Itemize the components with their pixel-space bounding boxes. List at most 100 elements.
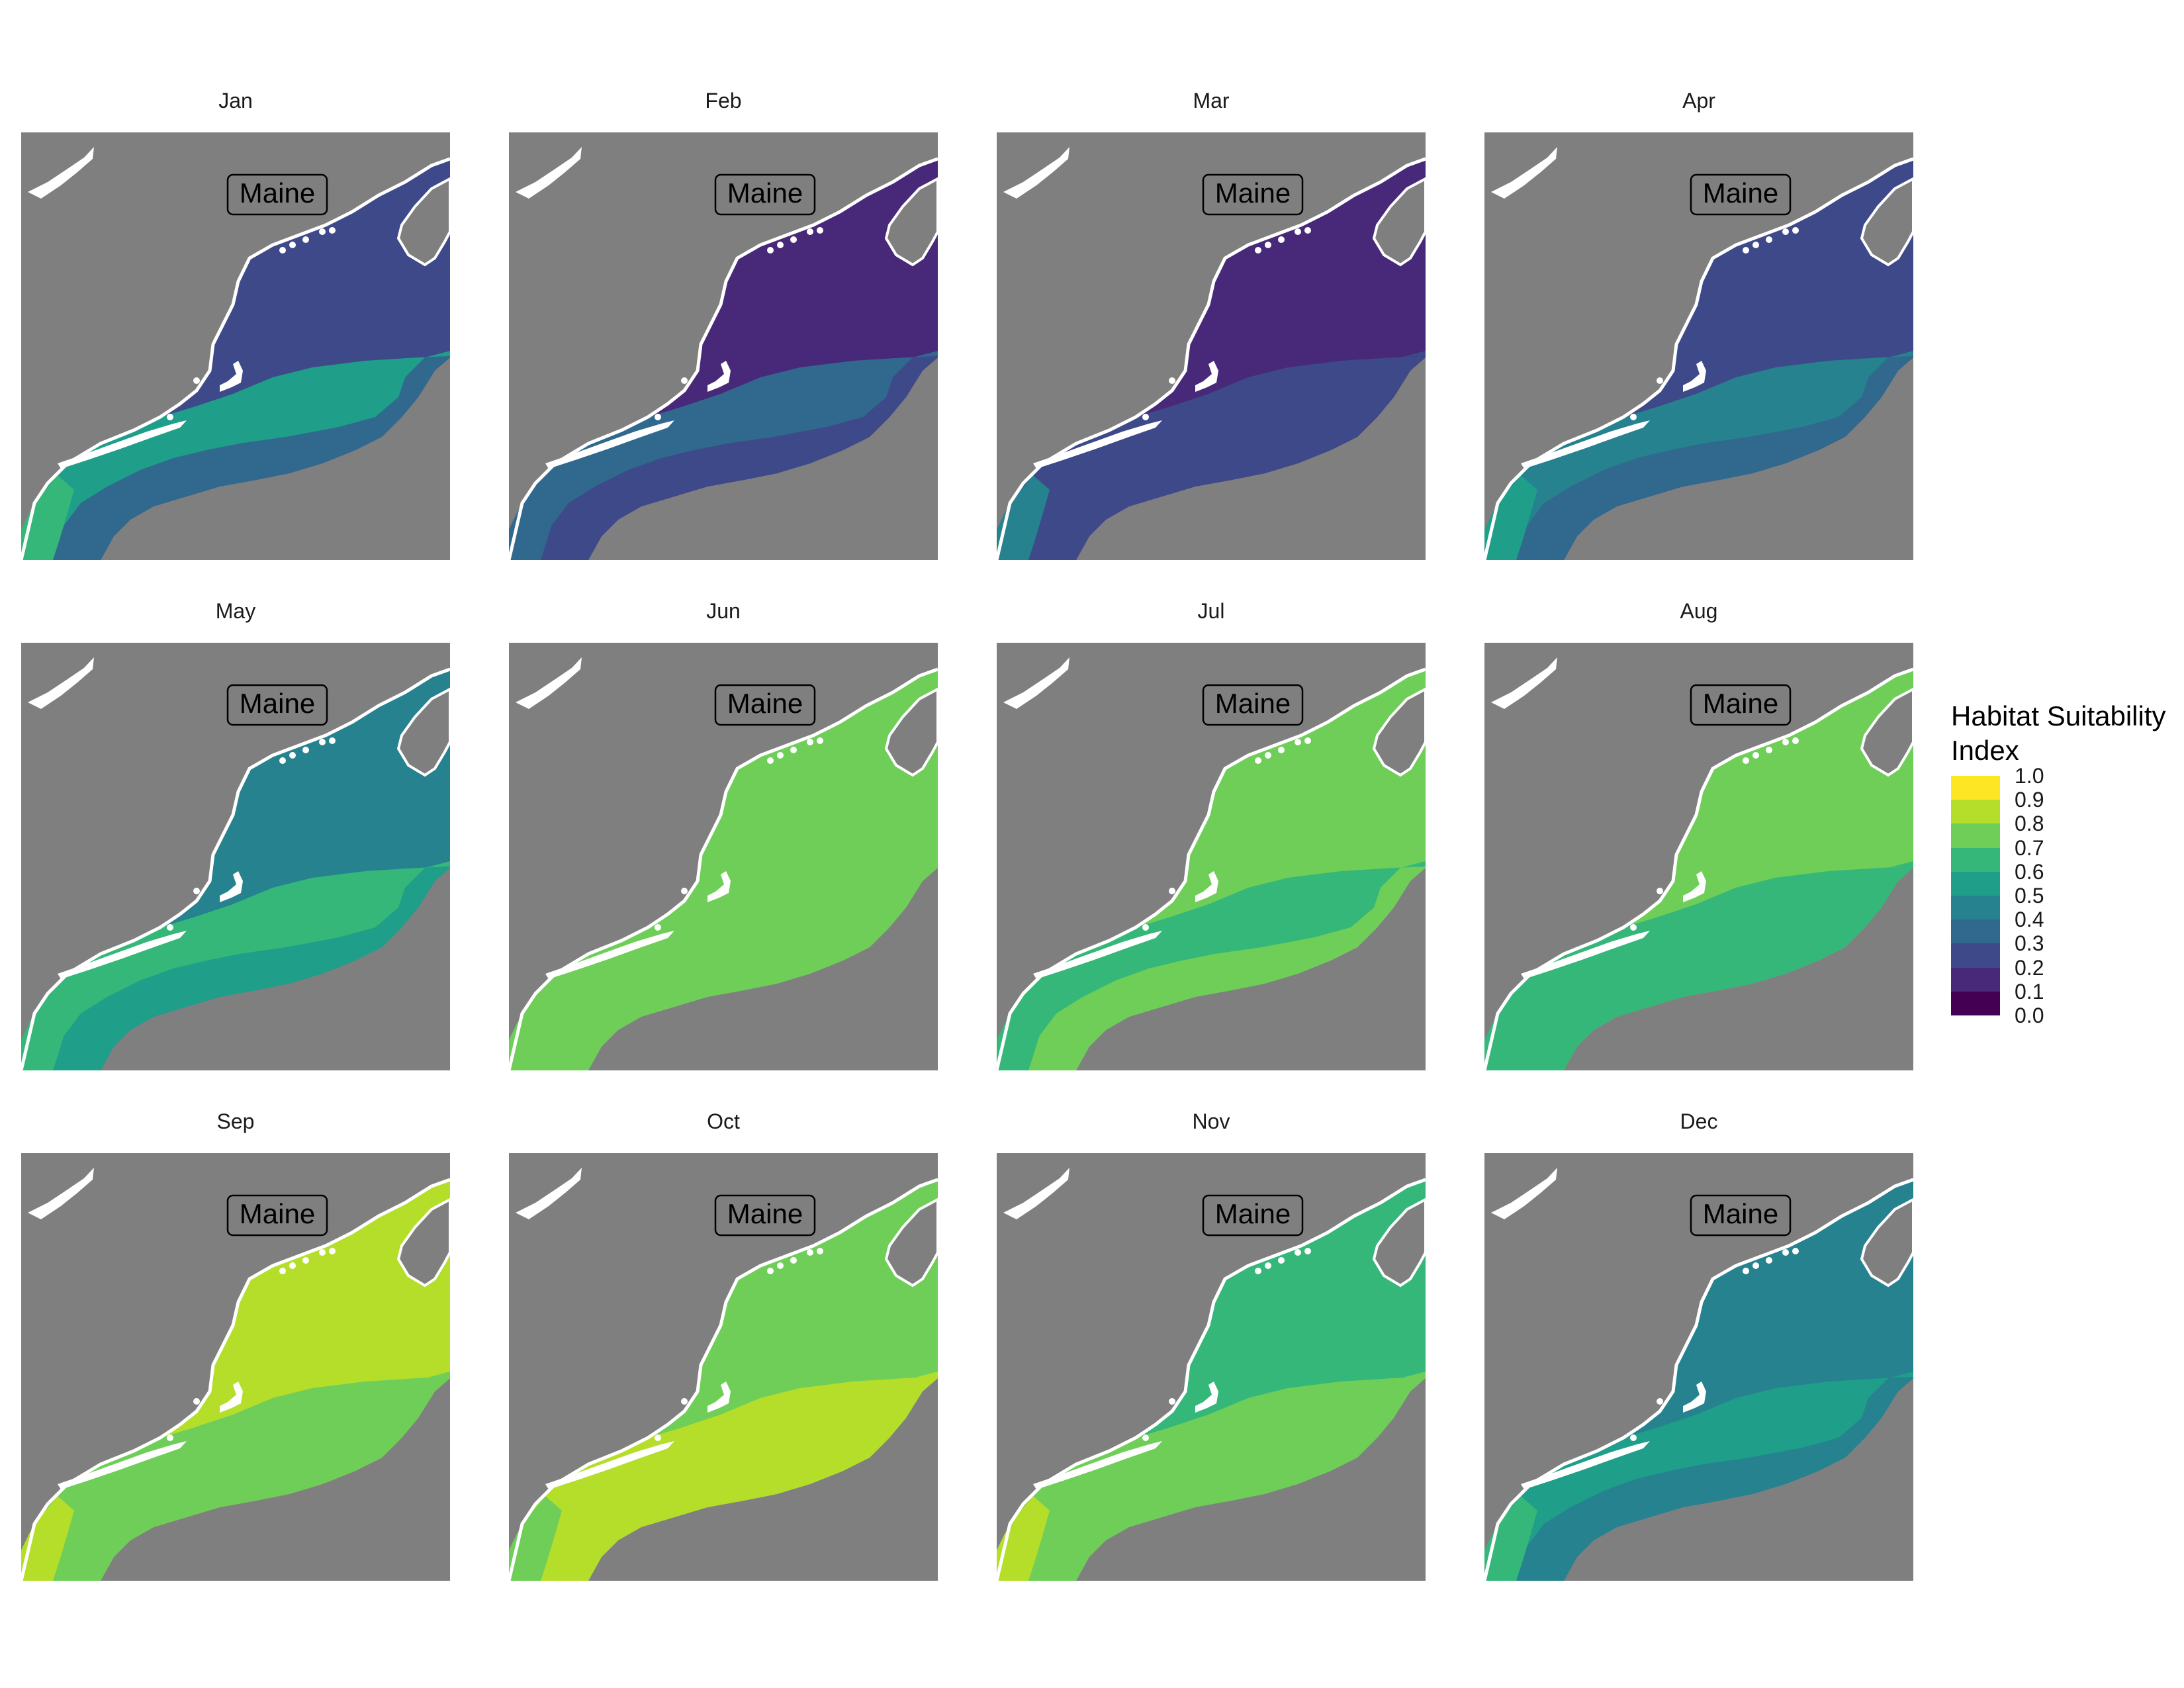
cape-cod	[1195, 361, 1218, 392]
nova-scotia	[1372, 177, 1426, 267]
map-panel-oct: Maine	[509, 1153, 938, 1581]
island	[302, 236, 309, 243]
island	[1792, 227, 1799, 234]
maine-label-box	[1202, 684, 1304, 726]
river-estuary	[1003, 657, 1069, 709]
coastline	[21, 157, 450, 560]
island	[1782, 228, 1789, 235]
island	[1782, 739, 1789, 745]
legend-label: 0.4	[2015, 908, 2044, 932]
island	[817, 737, 823, 744]
long-island	[58, 931, 187, 979]
island	[1752, 1262, 1759, 1269]
island	[289, 242, 296, 248]
nova-scotia	[1372, 1197, 1426, 1288]
map-panel-jul: Maine	[997, 643, 1426, 1070]
shelf-edge-region	[997, 351, 1426, 560]
inshore-region	[1484, 475, 1537, 560]
island	[1752, 242, 1759, 248]
island	[1792, 1248, 1799, 1254]
island	[1304, 737, 1311, 744]
nova-scotia	[884, 687, 938, 777]
nova-scotia	[1860, 1197, 1913, 1288]
panel-title-jun: Jun	[706, 599, 741, 623]
river-estuary	[516, 147, 582, 199]
maine-label-box	[714, 1194, 816, 1237]
island	[1295, 739, 1301, 745]
island	[1255, 1268, 1261, 1274]
inshore-region	[1484, 986, 1537, 1070]
cape-cod	[1683, 871, 1706, 902]
coastline	[509, 667, 938, 1070]
island	[655, 414, 661, 420]
island	[319, 1249, 326, 1256]
maine-label: Maine	[1202, 684, 1304, 726]
river-estuary	[1491, 657, 1557, 709]
coastline	[21, 1178, 450, 1581]
island	[1278, 236, 1285, 243]
island	[302, 1257, 309, 1264]
map-panel-feb: Maine	[509, 132, 938, 560]
inshore-region	[1484, 1496, 1537, 1581]
long-island	[58, 420, 187, 469]
coastline	[997, 157, 1426, 560]
maine-label-text: Maine	[1215, 177, 1291, 209]
island	[167, 1434, 173, 1441]
island	[1304, 227, 1311, 234]
coastline	[509, 1178, 938, 1581]
island	[1782, 1249, 1789, 1256]
island	[167, 414, 173, 420]
maine-label-text: Maine	[1703, 688, 1778, 719]
coastline	[1484, 157, 1913, 560]
map-panel-apr: Maine	[1484, 132, 1913, 560]
shelf-edge-region	[997, 1372, 1426, 1581]
legend-swatch	[1951, 967, 2000, 992]
maine-label-box	[226, 684, 328, 726]
island	[1766, 1257, 1772, 1264]
long-island	[58, 1441, 187, 1489]
maine-label-text: Maine	[727, 177, 803, 209]
maine-label-text: Maine	[240, 177, 315, 209]
river-estuary	[1491, 1168, 1557, 1219]
island	[1766, 236, 1772, 243]
shelf-edge-region	[1484, 351, 1913, 560]
long-island	[1033, 1441, 1162, 1489]
maine-label-text: Maine	[1703, 177, 1778, 209]
island	[1265, 242, 1271, 248]
island	[302, 747, 309, 753]
panel-title-sep: Sep	[216, 1109, 255, 1133]
island	[279, 247, 286, 254]
island	[1304, 1248, 1311, 1254]
panel-title-feb: Feb	[705, 89, 742, 113]
maine-label: Maine	[1202, 1194, 1304, 1237]
shelf-edge-region	[509, 861, 938, 1070]
river-estuary	[28, 657, 94, 709]
island	[1142, 924, 1149, 931]
cape-cod	[1195, 871, 1218, 902]
island	[681, 1398, 688, 1405]
island	[319, 739, 326, 745]
island	[1278, 747, 1285, 753]
island	[1295, 1249, 1301, 1256]
island	[1169, 1398, 1175, 1405]
maine-label-box	[1690, 1194, 1792, 1237]
legend-label: 0.1	[2015, 979, 2044, 1004]
island	[681, 888, 688, 894]
island	[790, 236, 797, 243]
island	[777, 752, 784, 759]
nova-scotia	[396, 177, 450, 267]
maine-label: Maine	[226, 173, 328, 216]
island	[1169, 377, 1175, 384]
maine-label-box	[714, 173, 816, 216]
panel-title-dec: Dec	[1680, 1109, 1718, 1133]
legend-swatch	[1951, 896, 2000, 920]
maine-label-text: Maine	[727, 1198, 803, 1229]
island	[777, 242, 784, 248]
island	[1265, 752, 1271, 759]
island	[1142, 414, 1149, 420]
legend-label: 0.8	[2015, 812, 2044, 836]
island	[167, 924, 173, 931]
cape-cod	[220, 1382, 243, 1413]
legend-label: 0.6	[2015, 859, 2044, 884]
long-island	[1521, 420, 1650, 469]
